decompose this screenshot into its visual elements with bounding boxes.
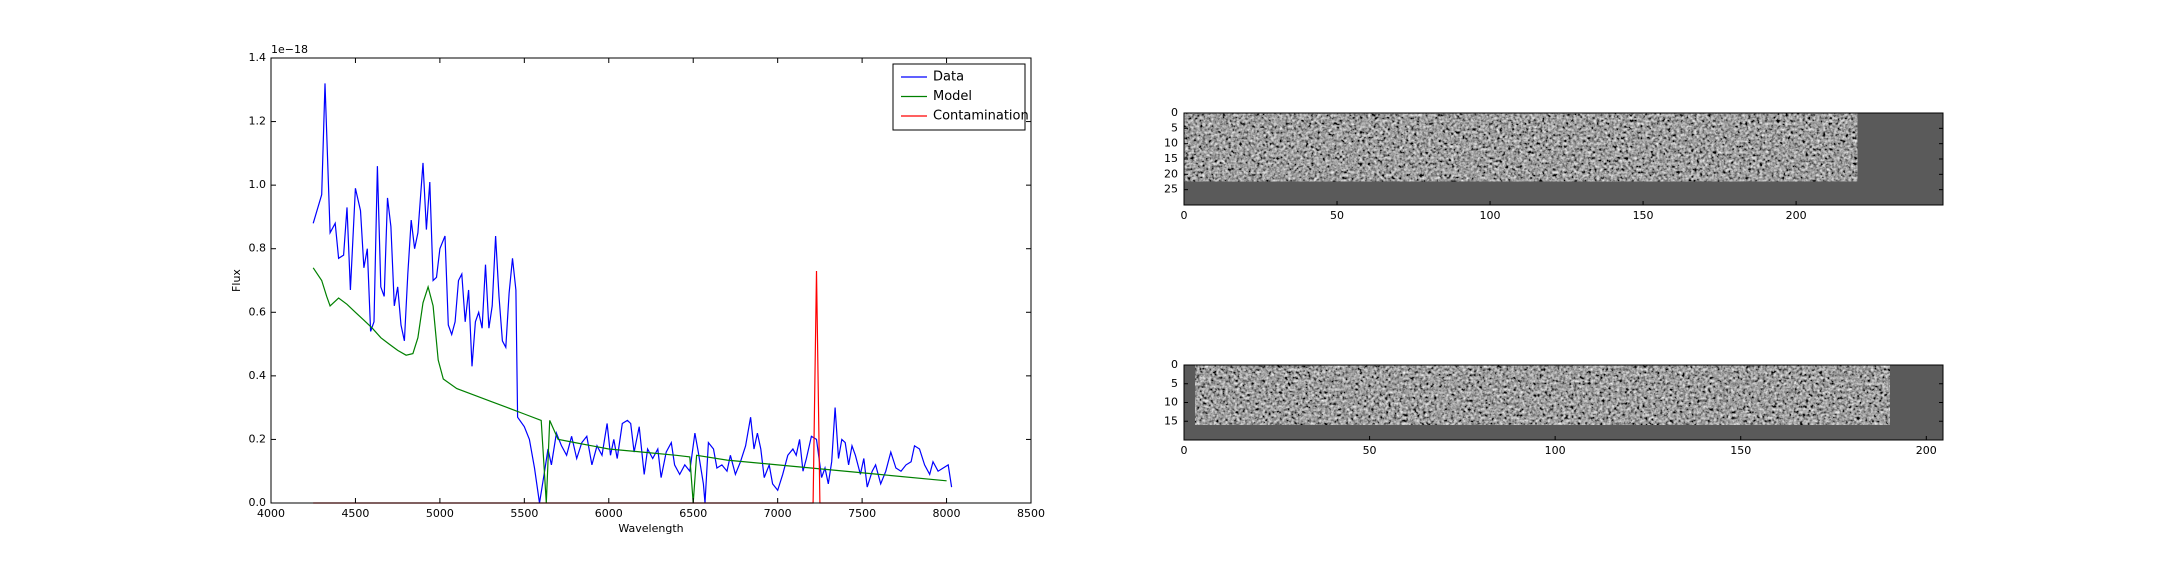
x-tick-label: 100 xyxy=(1545,444,1566,457)
x-tick-label: 150 xyxy=(1633,209,1654,222)
x-tick-label: 7000 xyxy=(764,507,792,520)
y-tick-label: 10 xyxy=(1164,396,1178,409)
legend-label: Data xyxy=(933,70,964,85)
x-tick-label: 8500 xyxy=(1017,507,1045,520)
y-tick-label: 20 xyxy=(1164,167,1178,180)
y-tick-label: 0.8 xyxy=(249,242,267,255)
x-axis-label: Wavelength xyxy=(618,522,683,535)
legend-label: Contamination xyxy=(933,109,1029,124)
y-tick-label: 1.0 xyxy=(249,178,267,191)
offset-text: 1e−18 xyxy=(271,43,308,56)
y-tick-label: 10 xyxy=(1164,137,1178,150)
x-tick-label: 0 xyxy=(1181,444,1188,457)
y-tick-label: 15 xyxy=(1164,414,1178,427)
y-axis-label: Flux xyxy=(230,269,243,292)
y-tick-label: 1.4 xyxy=(249,51,267,64)
image-texture xyxy=(1195,365,1890,425)
x-tick-label: 4500 xyxy=(341,507,369,520)
x-tick-label: 6000 xyxy=(595,507,623,520)
x-tick-label: 50 xyxy=(1363,444,1377,457)
y-tick-label: 1.2 xyxy=(249,115,267,128)
y-tick-label: 15 xyxy=(1164,152,1178,165)
x-tick-label: 5000 xyxy=(426,507,454,520)
y-tick-label: 5 xyxy=(1171,121,1178,134)
y-tick-label: 25 xyxy=(1164,183,1178,196)
x-tick-label: 50 xyxy=(1330,209,1344,222)
x-tick-label: 6500 xyxy=(679,507,707,520)
y-tick-label: 0 xyxy=(1171,358,1178,371)
plot-area xyxy=(271,58,1031,503)
image-texture xyxy=(1184,113,1858,182)
y-tick-label: 0.6 xyxy=(249,305,267,318)
data-line xyxy=(312,267,947,504)
x-tick-label: 100 xyxy=(1480,209,1501,222)
y-tick-label: 0.4 xyxy=(249,369,267,382)
x-tick-label: 150 xyxy=(1730,444,1751,457)
y-tick-label: 0.0 xyxy=(249,496,267,509)
y-tick-label: 0.2 xyxy=(249,432,267,445)
data-line xyxy=(312,83,953,504)
legend-label: Model xyxy=(933,89,972,104)
y-tick-label: 5 xyxy=(1171,377,1178,390)
x-tick-label: 4000 xyxy=(257,507,285,520)
x-tick-label: 200 xyxy=(1786,209,1807,222)
y-tick-label: 0 xyxy=(1171,106,1178,119)
x-tick-label: 200 xyxy=(1916,444,1937,457)
x-tick-label: 5500 xyxy=(510,507,538,520)
axes-frame xyxy=(270,57,1032,504)
x-tick-label: 8000 xyxy=(933,507,961,520)
x-tick-label: 7500 xyxy=(848,507,876,520)
x-tick-label: 0 xyxy=(1181,209,1188,222)
